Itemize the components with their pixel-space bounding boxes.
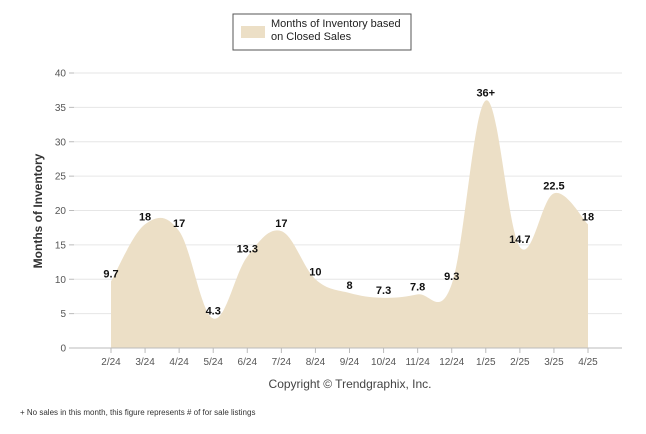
y-tick-label: 40	[55, 69, 67, 80]
y-tick-label: 0	[60, 344, 66, 355]
data-label: 36+	[476, 88, 495, 100]
data-label: 22.5	[543, 180, 564, 192]
data-label: 4.3	[206, 305, 221, 317]
data-label: 9.7	[103, 268, 118, 280]
y-tick-label: 5	[60, 309, 66, 320]
data-label: 10	[309, 266, 321, 278]
y-tick-label: 15	[55, 240, 67, 251]
x-tick-label: 3/25	[544, 357, 564, 368]
y-axis-ticks: 0 5 10 15 20 25 30 35 40	[55, 69, 74, 355]
y-axis-title: Months of Inventory	[31, 153, 45, 268]
legend-swatch	[241, 26, 265, 38]
copyright-text: Copyright © Trendgraphix, Inc.	[269, 377, 432, 391]
x-tick-label: 6/24	[238, 357, 258, 368]
data-label: 7.8	[410, 281, 425, 293]
area-series	[111, 100, 588, 349]
x-tick-label: 4/24	[169, 357, 189, 368]
x-tick-label: 7/24	[272, 357, 292, 368]
data-label: 9.3	[444, 271, 459, 283]
data-label: 13.3	[237, 244, 258, 256]
x-tick-label: 2/24	[101, 357, 121, 368]
y-tick-label: 20	[55, 206, 67, 217]
y-tick-label: 35	[55, 103, 67, 114]
x-tick-label: 1/25	[476, 357, 496, 368]
x-tick-label: 8/24	[306, 357, 326, 368]
y-tick-label: 30	[55, 137, 67, 148]
data-label: 7.3	[376, 285, 391, 297]
x-tick-label: 12/24	[439, 357, 464, 368]
data-label: 18	[582, 211, 594, 223]
data-label: 17	[173, 218, 185, 230]
x-axis-ticks: 2/24 3/24 4/24 5/24 6/24 7/24 8/24 9/24 10/24 11/…	[101, 348, 598, 368]
data-label: 17	[275, 218, 287, 230]
x-tick-label: 3/24	[135, 357, 155, 368]
data-labels: 9.7 18 17 4.3 13.3 17 10 8 7.3 7.8 9.3 36+ 14.7 22.5 1…	[103, 88, 594, 318]
footnote-text: + No sales in this month, this figure re…	[20, 408, 255, 417]
legend: Months of Inventory based on Closed Sale…	[232, 13, 412, 51]
x-tick-label: 10/24	[371, 357, 396, 368]
data-label: 8	[346, 280, 352, 292]
data-label: 14.7	[509, 234, 530, 246]
legend-label-line-2: on Closed Sales	[271, 31, 352, 43]
x-tick-label: 2/25	[510, 357, 530, 368]
data-label: 18	[139, 211, 151, 223]
x-tick-label: 9/24	[340, 357, 360, 368]
legend-label-line-1: Months of Inventory based	[271, 18, 401, 30]
x-tick-label: 5/24	[203, 357, 223, 368]
x-tick-label: 4/25	[578, 357, 598, 368]
y-tick-label: 10	[55, 275, 67, 286]
y-tick-label: 25	[55, 172, 67, 183]
x-tick-label: 11/24	[405, 357, 430, 368]
